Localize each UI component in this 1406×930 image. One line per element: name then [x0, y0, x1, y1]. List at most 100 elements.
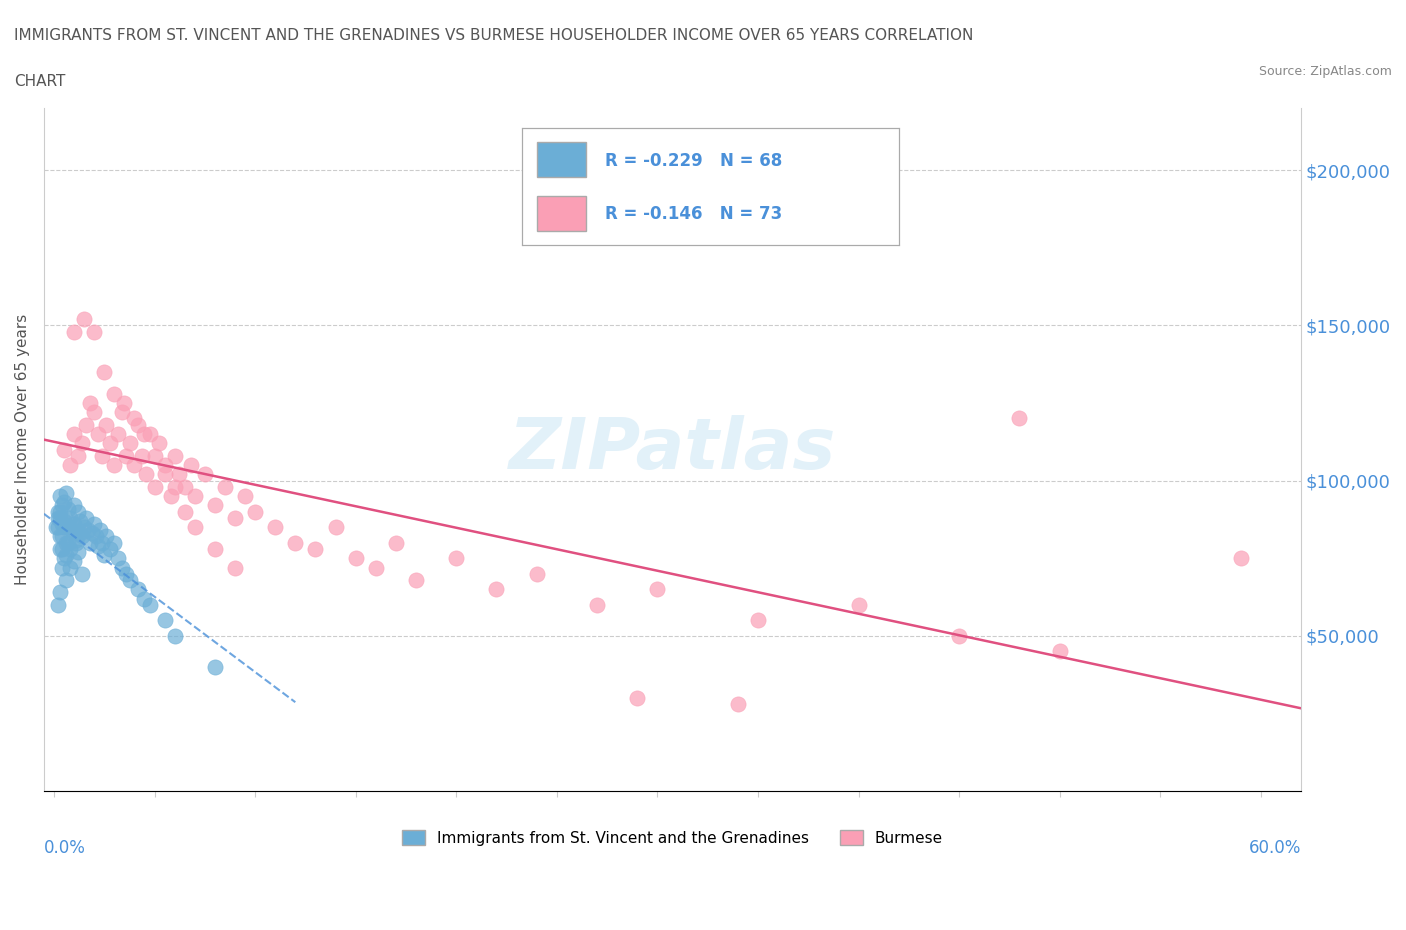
Point: [91, 536, 114, 551]
Point: [98, 436, 121, 451]
Text: Source: ZipAtlas.com: Source: ZipAtlas.com: [1258, 65, 1392, 78]
Text: 60.0%: 60.0%: [1249, 839, 1301, 857]
Point: [51, 541, 73, 556]
Point: [103, 458, 125, 472]
Point: [60, 523, 83, 538]
Point: [82, 526, 104, 541]
Point: [59, 511, 82, 525]
Point: [107, 551, 129, 565]
Point: [167, 467, 190, 482]
Point: [233, 488, 256, 503]
Point: [49, 529, 72, 544]
Point: [60, 516, 83, 531]
Point: [134, 591, 156, 606]
Point: [143, 448, 166, 463]
Point: [385, 536, 408, 551]
Point: [67, 504, 90, 519]
Point: [87, 538, 110, 553]
Point: [103, 386, 125, 401]
Point: [124, 411, 146, 426]
Point: [51, 560, 73, 575]
Point: [264, 520, 287, 535]
Point: [134, 427, 156, 442]
Point: [93, 548, 115, 563]
Point: [59, 560, 82, 575]
Point: [1049, 644, 1071, 658]
Point: [139, 597, 162, 612]
Point: [70, 529, 93, 544]
Point: [83, 325, 105, 339]
Point: [55, 573, 77, 588]
Legend: Immigrants from St. Vincent and the Grenadines, Burmese: Immigrants from St. Vincent and the Gren…: [396, 824, 949, 852]
Point: [112, 395, 135, 410]
Point: [83, 405, 105, 419]
Point: [224, 560, 246, 575]
Point: [69, 513, 91, 528]
Point: [53, 551, 76, 565]
Point: [111, 405, 134, 419]
Point: [83, 516, 105, 531]
Point: [214, 479, 236, 494]
Point: [59, 541, 82, 556]
Point: [55, 548, 77, 563]
Point: [120, 573, 142, 588]
Point: [49, 488, 72, 503]
Text: IMMIGRANTS FROM ST. VINCENT AND THE GRENADINES VS BURMESE HOUSEHOLDER INCOME OVE: IMMIGRANTS FROM ST. VINCENT AND THE GREN…: [14, 28, 973, 43]
Point: [184, 520, 207, 535]
Point: [127, 418, 149, 432]
Point: [173, 479, 195, 494]
Point: [194, 467, 217, 482]
Point: [67, 448, 90, 463]
Point: [63, 516, 86, 531]
Point: [53, 495, 76, 510]
Point: [53, 442, 76, 457]
Point: [46, 597, 69, 612]
Point: [747, 613, 769, 628]
Point: [204, 498, 226, 512]
Point: [325, 520, 347, 535]
Point: [65, 532, 87, 547]
Point: [948, 629, 970, 644]
Point: [98, 541, 121, 556]
Point: [163, 479, 186, 494]
Point: [49, 541, 72, 556]
Text: ZIPatlas: ZIPatlas: [509, 415, 837, 484]
Point: [115, 448, 138, 463]
Point: [727, 697, 749, 711]
Point: [56, 501, 79, 516]
Point: [163, 629, 186, 644]
Point: [87, 427, 110, 442]
Point: [135, 467, 157, 482]
Point: [70, 436, 93, 451]
Point: [63, 498, 86, 512]
Point: [67, 526, 90, 541]
Point: [224, 511, 246, 525]
Point: [49, 504, 72, 519]
Point: [63, 554, 86, 569]
Point: [848, 597, 870, 612]
Point: [153, 458, 176, 472]
Point: [63, 427, 86, 442]
Point: [284, 536, 307, 551]
Point: [153, 613, 176, 628]
Point: [84, 529, 107, 544]
Point: [485, 582, 508, 597]
Point: [1008, 411, 1031, 426]
Point: [180, 458, 202, 472]
Point: [53, 520, 76, 535]
Point: [139, 427, 162, 442]
Point: [63, 325, 86, 339]
Point: [59, 458, 82, 472]
Point: [153, 467, 176, 482]
Point: [70, 566, 93, 581]
Point: [143, 479, 166, 494]
Point: [45, 520, 67, 535]
Point: [127, 582, 149, 597]
Point: [75, 511, 97, 525]
Point: [46, 520, 69, 535]
Point: [159, 488, 181, 503]
Point: [46, 504, 69, 519]
Point: [53, 513, 76, 528]
Point: [647, 582, 669, 597]
Point: [364, 560, 387, 575]
